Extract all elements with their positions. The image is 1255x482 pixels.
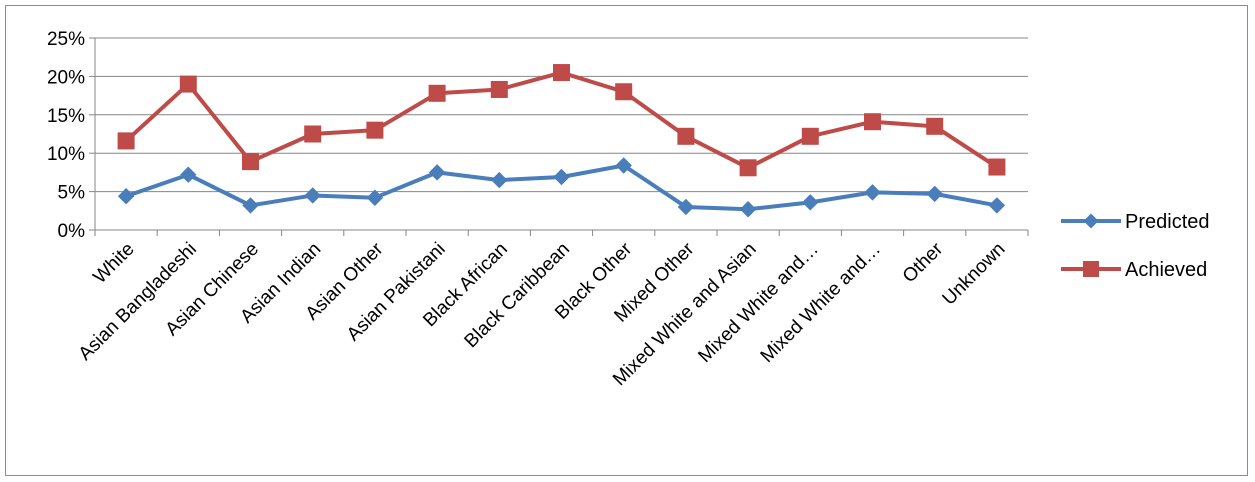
- data-point: [554, 65, 570, 81]
- legend-label: Achieved: [1125, 259, 1207, 281]
- x-tick-label: Asian Bangladeshi: [75, 239, 201, 365]
- data-point: [181, 167, 196, 182]
- legend-item-achieved: Achieved: [1061, 259, 1207, 281]
- data-point: [305, 126, 321, 142]
- data-point: [429, 85, 445, 101]
- data-point: [802, 128, 818, 144]
- data-point: [430, 165, 445, 180]
- legend-marker: [1084, 214, 1099, 229]
- data-point: [989, 198, 1004, 213]
- y-tick-label: 20%: [47, 67, 85, 88]
- data-point: [367, 122, 383, 138]
- y-tick-label: 5%: [58, 183, 86, 204]
- x-tick-label: Mixed White and…: [757, 239, 885, 367]
- data-point: [305, 188, 320, 203]
- data-point: [243, 154, 259, 170]
- y-tick-label: 15%: [47, 106, 85, 127]
- x-tick-label: Mixed White and…: [694, 239, 822, 367]
- data-point: [678, 128, 694, 144]
- data-point: [616, 84, 632, 100]
- data-point: [865, 185, 880, 200]
- data-point: [927, 186, 942, 201]
- data-point: [803, 195, 818, 210]
- legend-label: Predicted: [1125, 211, 1210, 233]
- legend-item-predicted: Predicted: [1061, 211, 1210, 233]
- y-tick-label: 0%: [58, 221, 86, 242]
- legend-marker: [1083, 261, 1099, 277]
- series-group: [118, 65, 1005, 217]
- data-point: [989, 159, 1005, 175]
- data-point: [741, 202, 756, 217]
- data-point: [367, 190, 382, 205]
- x-tick-label: Unknown: [939, 239, 1010, 310]
- x-tick-label: Other: [899, 238, 948, 287]
- data-point: [118, 133, 134, 149]
- data-point: [554, 170, 569, 185]
- y-tick-label: 25%: [47, 29, 85, 50]
- data-point: [865, 114, 881, 130]
- data-point: [243, 198, 258, 213]
- y-tick-label: 10%: [47, 144, 85, 165]
- x-tick-label: Black Caribbean: [461, 239, 574, 352]
- data-point: [180, 76, 196, 92]
- series-achieved: [118, 65, 1005, 176]
- gridlines: [95, 38, 1028, 192]
- data-point: [740, 160, 756, 176]
- legend: Predicted Achieved: [1061, 211, 1210, 281]
- data-point: [492, 173, 507, 188]
- data-point: [119, 189, 134, 204]
- data-point: [491, 81, 507, 97]
- data-point: [927, 118, 943, 134]
- x-tick-label: White: [89, 239, 138, 288]
